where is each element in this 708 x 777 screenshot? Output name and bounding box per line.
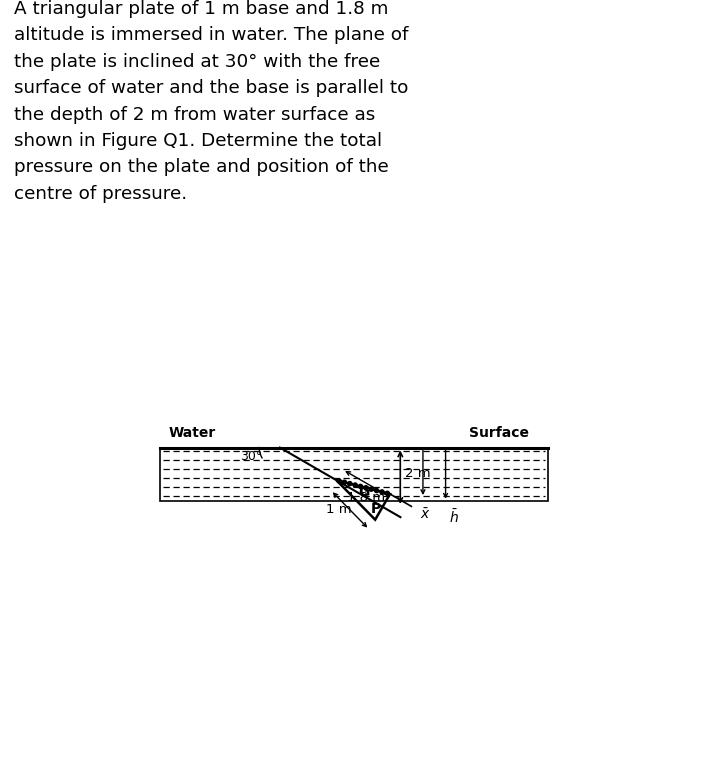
Circle shape bbox=[369, 487, 373, 491]
Text: 2 m: 2 m bbox=[405, 468, 431, 480]
Text: P: P bbox=[370, 502, 381, 516]
Text: 30°: 30° bbox=[240, 450, 262, 463]
Circle shape bbox=[358, 484, 362, 489]
Text: A triangular plate of 1 m base and 1.8 m
altitude is immersed in water. The plan: A triangular plate of 1 m base and 1.8 m… bbox=[14, 0, 409, 203]
Circle shape bbox=[380, 490, 384, 494]
Circle shape bbox=[353, 483, 358, 487]
Text: $\bar{x}$: $\bar{x}$ bbox=[420, 507, 430, 522]
Circle shape bbox=[337, 479, 341, 483]
Circle shape bbox=[348, 482, 352, 486]
Text: 1.8 m: 1.8 m bbox=[347, 491, 384, 503]
Circle shape bbox=[364, 486, 368, 490]
Text: G: G bbox=[358, 485, 370, 499]
Text: 1 m: 1 m bbox=[326, 503, 351, 517]
Text: Surface: Surface bbox=[469, 426, 530, 440]
Bar bbox=[161, 448, 547, 501]
Circle shape bbox=[375, 489, 379, 493]
Circle shape bbox=[385, 491, 389, 496]
Circle shape bbox=[343, 480, 346, 484]
Text: Water: Water bbox=[169, 426, 216, 440]
Text: $\bar{h}$: $\bar{h}$ bbox=[449, 508, 459, 526]
